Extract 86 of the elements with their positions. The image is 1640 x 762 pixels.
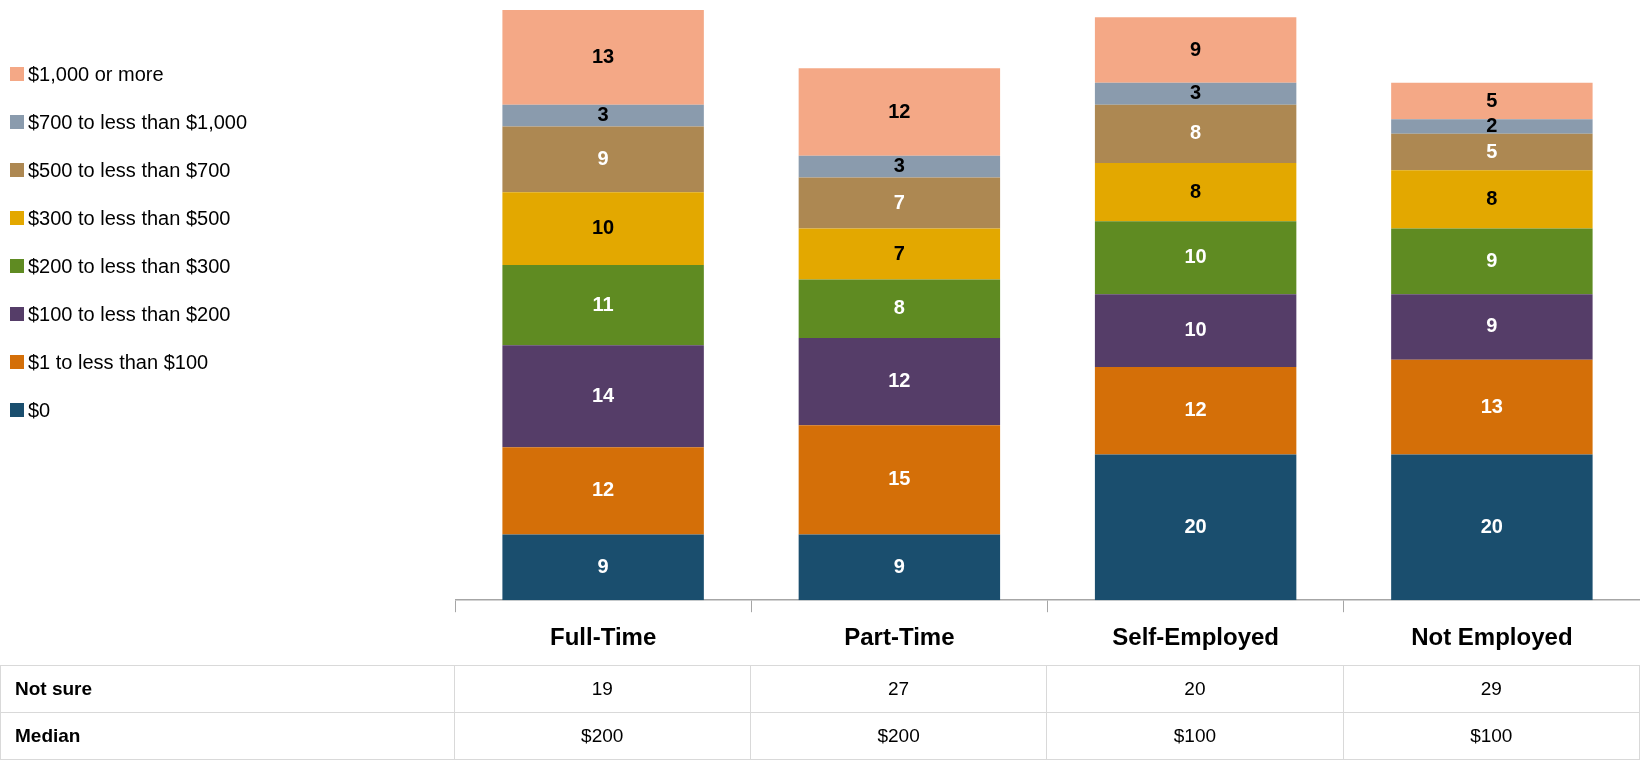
data-label: 12	[888, 369, 911, 392]
data-label: 9	[893, 554, 905, 577]
data-label: 10	[592, 216, 615, 239]
data-label: 8	[1190, 121, 1202, 144]
bar	[798, 228, 1001, 280]
text: $100	[1343, 712, 1640, 760]
bar	[1094, 367, 1297, 455]
data-label: 8	[1190, 179, 1202, 202]
bar	[1391, 119, 1593, 134]
data-label: 3	[893, 154, 905, 177]
data-label: 8	[1486, 186, 1498, 209]
legend-label: $100 to less than $200	[28, 302, 231, 326]
legend-label: $1 to less than $100	[28, 350, 209, 374]
x-tick-label: Full-Time	[550, 623, 657, 651]
data-label: 9	[597, 554, 609, 577]
bar	[798, 425, 1001, 535]
data-label: 8	[893, 296, 905, 319]
data-label: 2	[1486, 114, 1498, 137]
data-label: 15	[888, 467, 911, 490]
bar	[798, 155, 1001, 178]
data-label: 3	[597, 103, 609, 126]
text: $200	[750, 712, 1047, 760]
data-label: 20	[1184, 514, 1207, 537]
data-label: 5	[1486, 139, 1498, 162]
data-label: 9	[597, 146, 609, 169]
bar	[798, 337, 1001, 426]
data-label: 7	[893, 190, 905, 213]
bar	[1094, 17, 1297, 83]
text: Median	[0, 712, 455, 760]
text: $100	[1046, 712, 1344, 760]
bar	[1391, 454, 1593, 601]
data-label: 20	[1480, 514, 1503, 537]
bar	[1391, 359, 1593, 455]
data-label: 3	[1190, 81, 1202, 104]
data-label: 12	[888, 99, 911, 122]
data-label: 7	[893, 241, 905, 264]
bar	[798, 279, 1001, 338]
bar	[1391, 82, 1593, 120]
text: 19	[454, 665, 751, 713]
bar	[502, 265, 704, 346]
bar	[502, 447, 704, 535]
legend-label: $500 to less than $700	[28, 158, 231, 182]
data-label: 5	[1486, 88, 1498, 111]
data-label: 10	[1184, 245, 1207, 268]
bar	[1094, 221, 1297, 295]
data-label: 12	[592, 478, 615, 501]
legend-label: $200 to less than $300	[28, 254, 231, 278]
text: 27	[750, 665, 1047, 713]
legend-label: $0	[28, 398, 51, 422]
x-tick-label: Not Employed	[1411, 623, 1573, 651]
bar	[502, 345, 704, 448]
text: 20	[1046, 665, 1344, 713]
bar	[1094, 294, 1297, 368]
bar	[502, 126, 704, 193]
bar	[798, 177, 1001, 229]
bar	[1094, 82, 1297, 105]
text: 29	[1343, 665, 1640, 713]
data-label: 9	[1486, 314, 1498, 337]
bar	[1391, 170, 1593, 229]
data-label: 9	[1486, 248, 1498, 271]
bar	[1391, 294, 1593, 360]
data-label: 14	[592, 383, 616, 406]
bar	[1094, 163, 1297, 222]
data-label: 9	[1190, 37, 1202, 60]
bar	[798, 534, 1001, 601]
data-label: 13	[1480, 394, 1503, 417]
text: Not sure	[0, 665, 455, 713]
bar	[502, 104, 704, 127]
x-tick-label: Self-Employed	[1112, 623, 1279, 651]
data-label: 12	[1184, 398, 1207, 421]
bar	[1391, 228, 1593, 295]
bar	[1094, 104, 1297, 164]
bar	[1391, 133, 1593, 171]
bar	[502, 192, 704, 266]
bar	[502, 10, 704, 105]
legend-label: $700 to less than $1,000	[28, 110, 248, 134]
x-tick-label: Part-Time	[844, 623, 955, 651]
bar	[798, 68, 1001, 156]
legend-label: $1,000 or more	[28, 62, 164, 86]
data-label: 13	[592, 44, 615, 67]
text: $200	[454, 712, 751, 760]
data-label: 10	[1184, 318, 1207, 341]
bar	[502, 534, 704, 601]
bar	[1094, 454, 1297, 601]
legend-label: $300 to less than $500	[28, 206, 231, 230]
data-label: 11	[592, 292, 614, 315]
